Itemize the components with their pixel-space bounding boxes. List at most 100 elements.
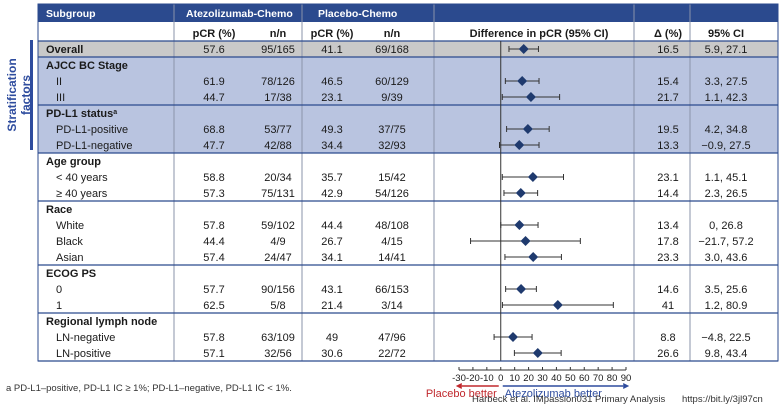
cell-nn-placebo: 69/168 <box>375 44 409 56</box>
row-label: 1 <box>56 300 62 312</box>
row-label: Overall <box>46 44 83 56</box>
col-nn-atezo: n/n <box>270 28 287 40</box>
col-pcr-placebo: pCR (%) <box>311 28 354 40</box>
cell-nn-atezo: 59/102 <box>261 220 295 232</box>
point-estimate-marker <box>516 284 527 294</box>
row-label: Black <box>56 236 83 248</box>
x-tick-label: 50 <box>565 373 576 384</box>
cell-nn-atezo: 32/56 <box>264 348 292 360</box>
cell-nn-atezo: 42/88 <box>264 140 292 152</box>
cell-delta: 16.5 <box>657 44 678 56</box>
x-tick-label: -30 <box>452 373 466 384</box>
x-tick-label: 70 <box>593 373 604 384</box>
cell-nn-atezo: 75/131 <box>261 188 295 200</box>
stratification-row-bg <box>38 57 778 73</box>
table-border <box>37 3 779 362</box>
col-ci: 95% CI <box>708 28 744 40</box>
cell-nn-placebo: 4/15 <box>381 236 402 248</box>
header-placebo-chemo: Placebo-Chemo <box>318 8 397 20</box>
cell-pcr-atezo: 44.4 <box>203 236 224 248</box>
cell-nn-atezo: 5/8 <box>270 300 285 312</box>
cell-pcr-placebo: 44.4 <box>321 220 342 232</box>
cell-delta: 19.5 <box>657 124 678 136</box>
cell-nn-placebo: 14/41 <box>378 252 406 264</box>
stratification-row-bg <box>38 121 778 137</box>
cell-delta: 8.8 <box>660 332 675 344</box>
x-tick-label: 10 <box>509 373 520 384</box>
row-label: III <box>56 92 65 104</box>
cell-nn-atezo: 4/9 <box>270 236 285 248</box>
cell-95ci: 1.2, 80.9 <box>705 300 748 312</box>
cell-pcr-atezo: 57.3 <box>203 188 224 200</box>
x-tick-label: 80 <box>607 373 618 384</box>
cell-delta: 13.3 <box>657 140 678 152</box>
cell-pcr-placebo: 35.7 <box>321 172 342 184</box>
cell-nn-atezo: 78/126 <box>261 76 295 88</box>
cell-delta: 23.3 <box>657 252 678 264</box>
row-label: II <box>56 76 62 88</box>
overall-row-bg <box>38 41 778 57</box>
group-heading: AJCC BC Stage <box>46 60 128 72</box>
header-subgroup: Subgroup <box>46 8 96 20</box>
x-tick-label: 60 <box>579 373 590 384</box>
atezolizumab-better-label: Atezolizumab better <box>505 388 603 400</box>
point-estimate-marker <box>518 44 529 54</box>
point-estimate-marker <box>507 332 518 342</box>
point-estimate-marker <box>528 252 539 262</box>
cell-nn-placebo: 54/126 <box>375 188 409 200</box>
cell-nn-placebo: 47/96 <box>378 332 406 344</box>
source-url[interactable]: https://bit.ly/3jl97cn <box>682 394 763 405</box>
cell-95ci: −21.7, 57.2 <box>698 236 753 248</box>
stratification-row-bg <box>38 73 778 89</box>
cell-pcr-atezo: 44.7 <box>203 92 224 104</box>
row-label: LN-negative <box>56 332 115 344</box>
atezo-arrow-head <box>623 383 630 389</box>
group-heading: PD-L1 statusa <box>46 108 117 120</box>
x-tick-label: -20 <box>466 373 480 384</box>
cell-pcr-atezo: 57.7 <box>203 284 224 296</box>
cell-pcr-atezo: 57.8 <box>203 332 224 344</box>
cell-pcr-placebo: 41.1 <box>321 44 342 56</box>
cell-nn-atezo: 17/38 <box>264 92 292 104</box>
cell-delta: 21.7 <box>657 92 678 104</box>
group-heading: ECOG PS <box>46 268 96 280</box>
cell-95ci: 4.2, 34.8 <box>705 124 748 136</box>
cell-95ci: −4.8, 22.5 <box>701 332 750 344</box>
header-bar <box>38 4 778 22</box>
row-label: Asian <box>56 252 84 264</box>
x-tick-label: 90 <box>621 373 632 384</box>
stratification-bracket <box>30 40 33 150</box>
group-heading: Age group <box>46 156 101 168</box>
group-heading: Regional lymph node <box>46 316 157 328</box>
cell-95ci: 1.1, 45.1 <box>705 172 748 184</box>
cell-pcr-atezo: 57.1 <box>203 348 224 360</box>
footnote: a PD-L1–positive, PD-L1 IC ≥ 1%; PD-L1–n… <box>6 383 292 394</box>
cell-delta: 14.4 <box>657 188 678 200</box>
row-label: PD-L1-positive <box>56 124 128 136</box>
cell-95ci: 3.5, 25.6 <box>705 284 748 296</box>
cell-pcr-atezo: 47.7 <box>203 140 224 152</box>
stratification-row-bg <box>38 105 778 121</box>
row-label: PD-L1-negative <box>56 140 132 152</box>
col-delta: Δ (%) <box>654 28 682 40</box>
cell-pcr-placebo: 26.7 <box>321 236 342 248</box>
cell-95ci: 1.1, 42.3 <box>705 92 748 104</box>
cell-nn-placebo: 22/72 <box>378 348 406 360</box>
point-estimate-marker <box>527 172 538 182</box>
cell-pcr-placebo: 34.4 <box>321 140 342 152</box>
col-pcr-atezo: pCR (%) <box>193 28 236 40</box>
cell-pcr-atezo: 62.5 <box>203 300 224 312</box>
cell-pcr-atezo: 57.8 <box>203 220 224 232</box>
cell-delta: 13.4 <box>657 220 678 232</box>
cell-nn-placebo: 15/42 <box>378 172 406 184</box>
cell-pcr-placebo: 43.1 <box>321 284 342 296</box>
cell-nn-placebo: 32/93 <box>378 140 406 152</box>
cell-nn-placebo: 48/108 <box>375 220 409 232</box>
row-label: 0 <box>56 284 62 296</box>
cell-95ci: 5.9, 27.1 <box>705 44 748 56</box>
cell-pcr-atezo: 61.9 <box>203 76 224 88</box>
cell-delta: 17.8 <box>657 236 678 248</box>
group-heading: Race <box>46 204 72 216</box>
cell-nn-placebo: 37/75 <box>378 124 406 136</box>
